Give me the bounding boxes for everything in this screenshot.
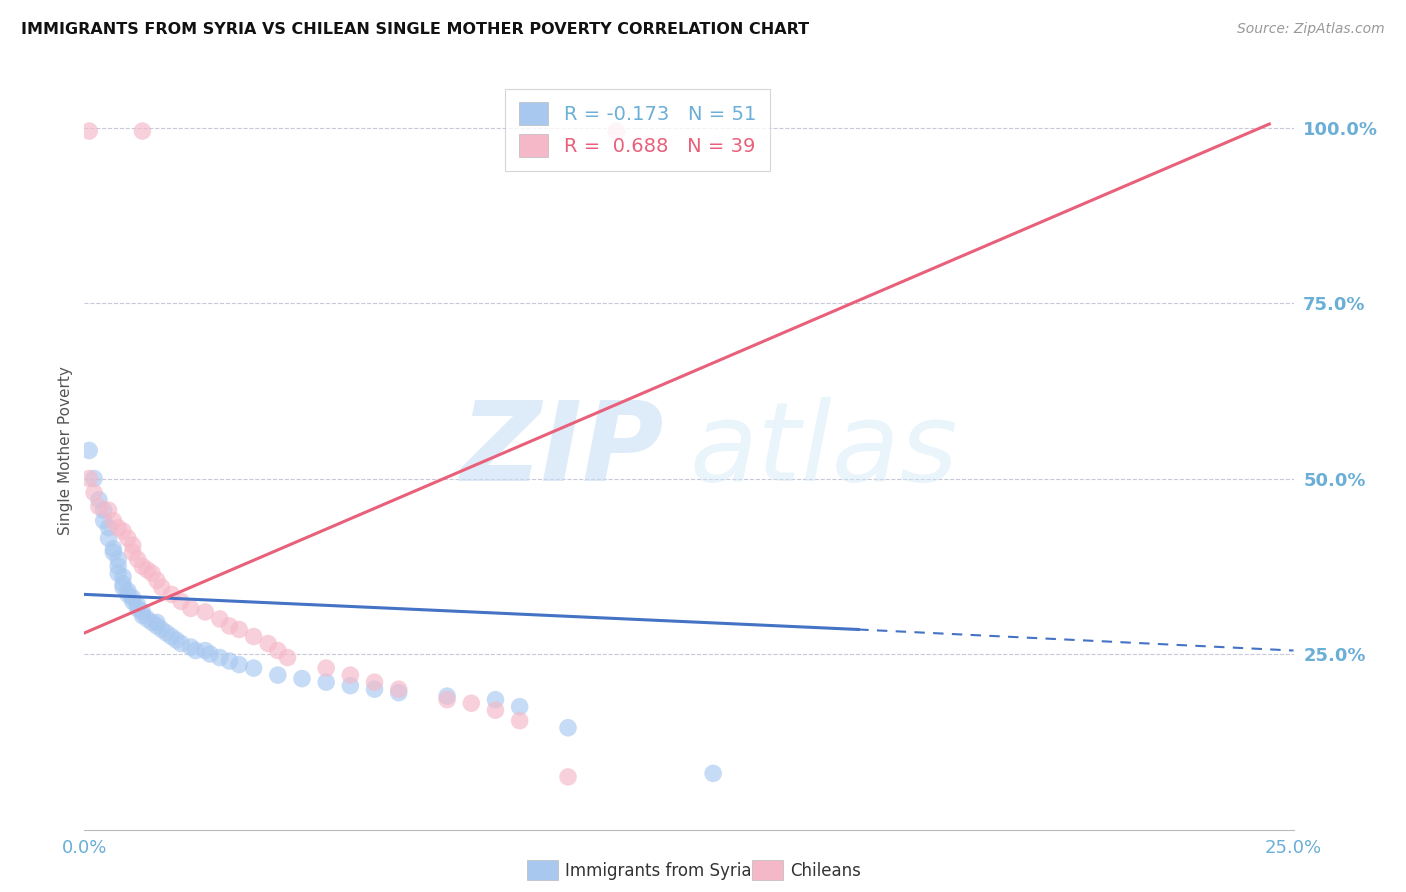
Point	[170, 594, 193, 608]
Point	[127, 552, 149, 566]
Point	[77, 443, 100, 458]
Point	[136, 612, 159, 626]
Text: atlas: atlas	[689, 397, 957, 504]
Point	[107, 559, 129, 574]
Point	[160, 630, 183, 644]
Point	[267, 643, 290, 657]
Point	[184, 643, 207, 657]
Point	[208, 612, 231, 626]
Point	[180, 640, 202, 654]
Point	[363, 682, 385, 697]
Point	[484, 692, 506, 706]
Point	[363, 675, 385, 690]
Point	[388, 682, 411, 697]
Point	[83, 485, 105, 500]
Point	[155, 626, 177, 640]
Point	[242, 661, 264, 675]
Point	[315, 675, 337, 690]
Point	[141, 615, 163, 630]
Point	[77, 124, 100, 138]
Point	[103, 541, 125, 556]
Point	[127, 601, 149, 615]
Point	[198, 647, 221, 661]
Point	[228, 623, 250, 637]
Point	[242, 630, 264, 644]
Point	[509, 699, 531, 714]
Point	[112, 524, 135, 539]
Point	[131, 124, 153, 138]
Point	[77, 471, 100, 485]
Point	[93, 514, 115, 528]
Point	[136, 563, 159, 577]
Point	[228, 657, 250, 672]
Point	[117, 587, 139, 601]
Point	[170, 636, 193, 650]
Point	[141, 566, 163, 581]
Point	[702, 766, 724, 780]
Point	[112, 577, 135, 591]
Point	[112, 580, 135, 594]
Legend: R = -0.173   N = 51, R =  0.688   N = 39: R = -0.173 N = 51, R = 0.688 N = 39	[505, 88, 769, 170]
Text: Chileans: Chileans	[790, 862, 860, 880]
Point	[165, 633, 187, 648]
Point	[257, 636, 280, 650]
Text: IMMIGRANTS FROM SYRIA VS CHILEAN SINGLE MOTHER POVERTY CORRELATION CHART: IMMIGRANTS FROM SYRIA VS CHILEAN SINGLE …	[21, 22, 810, 37]
Point	[160, 587, 183, 601]
Point	[112, 570, 135, 584]
Text: ZIP: ZIP	[461, 397, 665, 504]
Point	[194, 643, 217, 657]
Point	[291, 672, 314, 686]
Point	[131, 608, 153, 623]
Point	[267, 668, 290, 682]
Point	[436, 689, 458, 703]
Point	[557, 721, 579, 735]
Point	[117, 531, 139, 545]
Point	[388, 686, 411, 700]
Point	[121, 591, 143, 605]
Point	[146, 615, 169, 630]
Point	[97, 531, 120, 545]
Point	[107, 521, 129, 535]
Point	[436, 692, 458, 706]
Point	[339, 668, 361, 682]
Point	[146, 574, 169, 588]
Point	[97, 521, 120, 535]
Point	[127, 598, 149, 612]
Point	[103, 545, 125, 559]
Point	[276, 650, 298, 665]
Point	[87, 500, 110, 514]
Point	[339, 679, 361, 693]
Point	[484, 703, 506, 717]
Point	[557, 770, 579, 784]
Point	[150, 580, 173, 594]
Point	[194, 605, 217, 619]
Point	[605, 124, 627, 138]
Point	[218, 619, 240, 633]
Point	[93, 503, 115, 517]
Point	[121, 545, 143, 559]
Point	[121, 538, 143, 552]
Point	[509, 714, 531, 728]
Point	[107, 566, 129, 581]
Text: Immigrants from Syria: Immigrants from Syria	[565, 862, 752, 880]
Point	[117, 583, 139, 598]
Point	[87, 492, 110, 507]
Point	[146, 619, 169, 633]
Point	[460, 696, 482, 710]
Point	[83, 471, 105, 485]
Text: Source: ZipAtlas.com: Source: ZipAtlas.com	[1237, 22, 1385, 37]
Point	[208, 650, 231, 665]
Point	[315, 661, 337, 675]
Point	[107, 552, 129, 566]
Point	[97, 503, 120, 517]
Point	[121, 594, 143, 608]
Y-axis label: Single Mother Poverty: Single Mother Poverty	[58, 366, 73, 535]
Point	[150, 623, 173, 637]
Point	[218, 654, 240, 668]
Point	[103, 514, 125, 528]
Point	[131, 559, 153, 574]
Point	[131, 605, 153, 619]
Point	[180, 601, 202, 615]
